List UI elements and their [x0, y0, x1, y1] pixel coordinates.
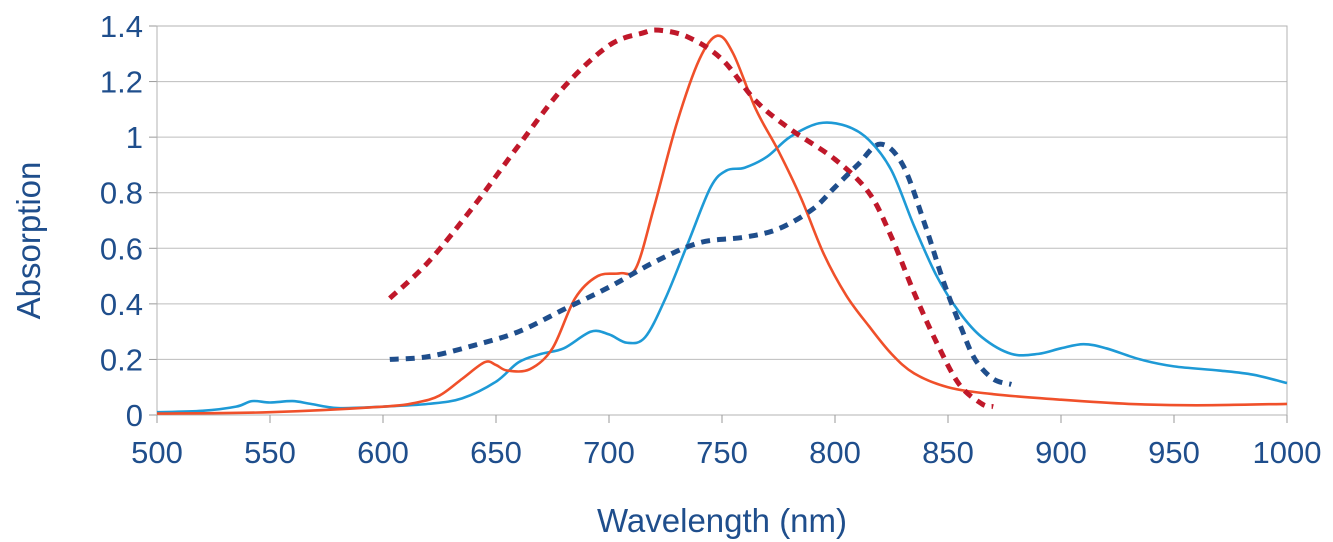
y-tick-label: 0.2 — [100, 342, 143, 377]
x-tick-label: 800 — [809, 435, 861, 470]
x-tick-label: 600 — [357, 435, 409, 470]
plot-frame — [156, 25, 1288, 416]
x-tick-label: 650 — [470, 435, 522, 470]
y-tick-label: 0 — [126, 398, 143, 433]
x-tick-label: 500 — [131, 435, 183, 470]
x-tick-label: 850 — [922, 435, 974, 470]
x-tick-label: 900 — [1035, 435, 1087, 470]
series-line-1 — [156, 121, 1288, 414]
x-tick-label: 1000 — [1253, 435, 1322, 470]
y-tick-label: 0.8 — [100, 176, 143, 211]
series-line-3 — [388, 27, 994, 410]
x-tick-label: 700 — [583, 435, 635, 470]
y-axis-label: Absorption — [10, 162, 47, 320]
x-tick-label: 950 — [1148, 435, 1200, 470]
axes — [149, 25, 1288, 423]
x-tick-label: 550 — [244, 435, 296, 470]
tick-labels: 0 0.2 0.4 0.6 0.8 1 1.2 1.4 500 550 600 650 700 750 80… — [100, 9, 1322, 470]
y-tick-label: 1.2 — [100, 65, 143, 100]
series-line-2 — [156, 34, 1288, 415]
series-line-4 — [389, 141, 1013, 387]
x-axis-label: Wavelength (nm) — [597, 502, 847, 539]
grid — [157, 25, 1287, 416]
series-lines — [156, 27, 1288, 415]
y-tick-label: 0.4 — [100, 287, 143, 322]
y-tick-label: 1 — [126, 120, 143, 155]
y-tick-label: 1.4 — [100, 9, 143, 44]
x-tick-label: 750 — [696, 435, 748, 470]
y-tick-label: 0.6 — [100, 231, 143, 266]
